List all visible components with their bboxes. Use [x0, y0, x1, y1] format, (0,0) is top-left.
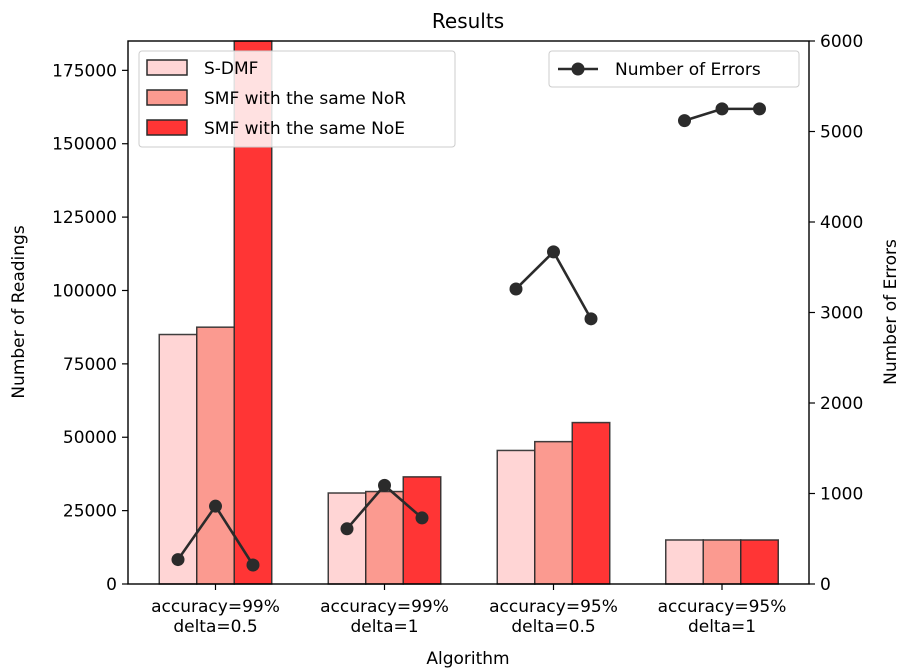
x-tick-label-4-2: delta=1 — [688, 617, 756, 637]
errors-point-2-2 — [378, 478, 391, 492]
legend-line-label: Number of Errors — [615, 60, 761, 80]
y2-tick-label-5: 4000 — [820, 213, 863, 233]
bar-2-4 — [702, 539, 742, 585]
y-tick-label-8: 175000 — [52, 61, 117, 81]
y2-tick-label-1: 0 — [820, 575, 831, 595]
bar-legend: S-DMF SMF with the same NoR SMF with the s… — [138, 50, 456, 148]
x-tick-label-1-2: delta=0.5 — [173, 617, 257, 637]
bar-3-2 — [402, 476, 442, 585]
errors-point-4-1 — [678, 114, 691, 128]
y2-tick-label-6: 5000 — [820, 123, 863, 143]
chart-title: Results — [432, 9, 504, 33]
bar-1-2 — [327, 492, 367, 585]
y2-tick-label-7: 6000 — [820, 32, 863, 52]
errors-point-2-3 — [415, 511, 429, 525]
legend-label-1: S-DMF — [204, 59, 258, 79]
y-tick-label-5: 100000 — [52, 281, 117, 301]
bar-2-3 — [534, 440, 573, 585]
y-tick-label-7: 150000 — [52, 135, 117, 155]
legend-label-3: SMF with the same NoE — [204, 119, 405, 139]
x-tick-label-3-1: accuracy=95% — [489, 597, 618, 617]
errors-point-3-3 — [584, 312, 598, 326]
bar-legend-frame — [138, 50, 456, 148]
errors-point-4-2 — [715, 102, 729, 116]
legend-swatch-3 — [146, 119, 188, 136]
x-tick-label-1-1: accuracy=99% — [151, 597, 280, 617]
bar-2-1 — [196, 326, 235, 585]
errors-point-3-2 — [547, 245, 560, 259]
y2-axis-label: Number of Errors — [881, 239, 901, 385]
error-lines-layer — [171, 102, 766, 572]
errors-point-3-1 — [509, 282, 523, 296]
bar-1-4 — [665, 539, 704, 585]
y-tick-label-1: 0 — [106, 575, 117, 595]
x-tick-label-2-2: delta=1 — [350, 617, 418, 637]
legend-swatch-1 — [146, 59, 188, 76]
y2-tick-label-3: 2000 — [820, 394, 863, 414]
errors-point-2-1 — [340, 522, 354, 536]
axes-layer: 0250005000075000100000125000150000175000… — [52, 32, 863, 637]
y-tick-label-2: 25000 — [63, 502, 117, 522]
y-tick-label-6: 125000 — [52, 208, 117, 228]
bar-2-2 — [365, 490, 404, 585]
x-tick-label-3-2: delta=0.5 — [511, 617, 595, 637]
legend-swatch-2 — [146, 89, 188, 106]
bar-1-1 — [158, 333, 198, 585]
bar-1-3 — [496, 449, 536, 585]
x-tick-label-2-1: accuracy=99% — [320, 597, 449, 617]
y-axis-label: Number of Readings — [9, 225, 29, 398]
line-legend: Number of Errors — [548, 50, 800, 88]
bar-3-4 — [740, 539, 779, 585]
legend-label-2: SMF with the same NoR — [204, 89, 406, 109]
y-tick-label-4: 75000 — [63, 355, 117, 375]
x-axis-label: Algorithm — [426, 649, 509, 669]
errors-point-1-1 — [171, 553, 185, 567]
bar-3-3 — [571, 421, 611, 585]
y2-tick-label-2: 1000 — [820, 485, 863, 505]
errors-point-4-3 — [753, 102, 766, 116]
line-legend-frame — [548, 50, 800, 88]
errors-point-1-2 — [209, 499, 222, 513]
x-tick-label-4-1: accuracy=95% — [658, 597, 787, 617]
y2-tick-label-4: 3000 — [820, 304, 863, 324]
y-tick-label-3: 50000 — [63, 428, 117, 448]
legend-line-marker — [571, 62, 585, 76]
errors-point-1-3 — [246, 558, 260, 572]
errors-line-3 — [515, 249, 593, 320]
